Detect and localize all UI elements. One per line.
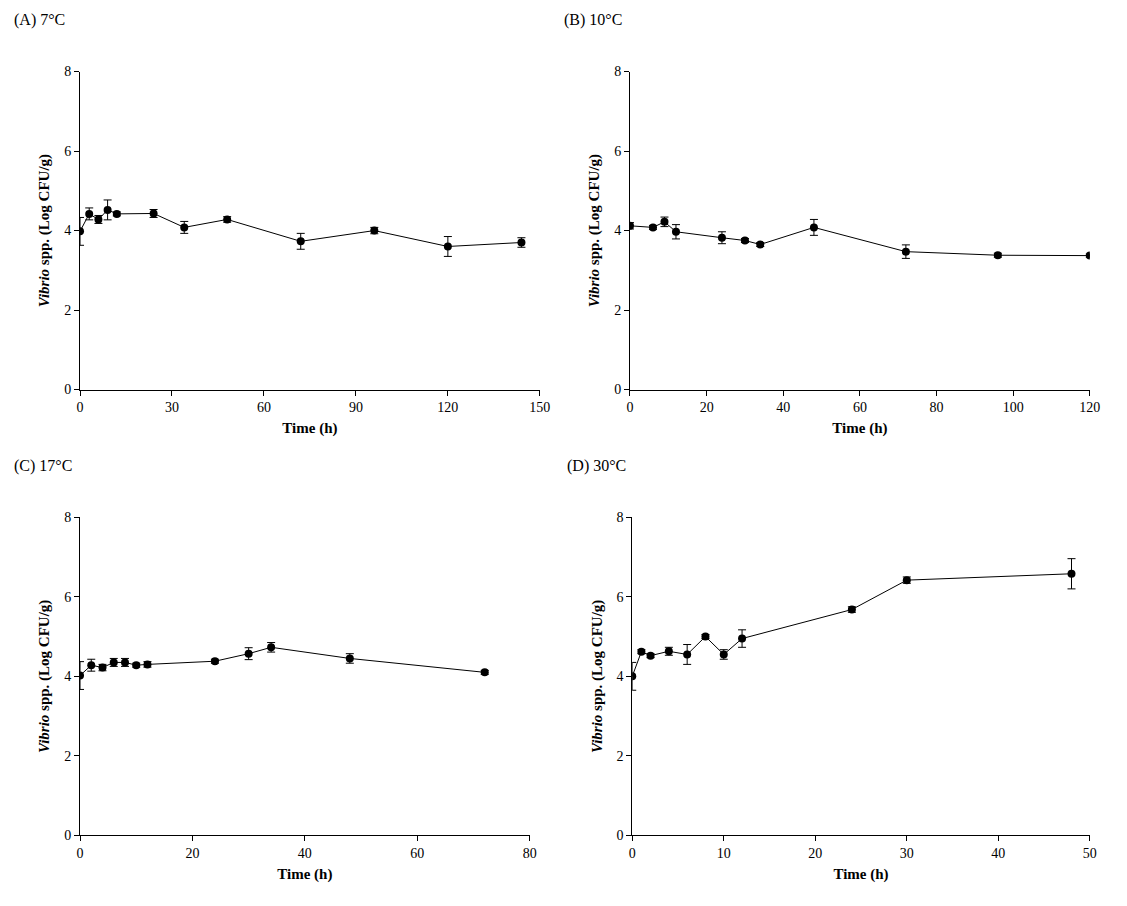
svg-text:30: 30 (165, 400, 179, 415)
svg-text:4: 4 (614, 223, 621, 238)
svg-text:20: 20 (700, 400, 714, 415)
svg-text:40: 40 (298, 846, 312, 861)
svg-text:0: 0 (614, 382, 621, 397)
svg-text:Time (h): Time (h) (277, 866, 332, 883)
svg-text:80: 80 (930, 400, 944, 415)
svg-text:0: 0 (616, 828, 623, 843)
svg-text:20: 20 (808, 846, 822, 861)
svg-text:Vibrio spp. (Log CFU/g): Vibrio spp. (Log CFU/g) (589, 600, 606, 753)
svg-text:10: 10 (717, 846, 731, 861)
svg-text:4: 4 (64, 223, 71, 238)
svg-text:60: 60 (853, 400, 867, 415)
svg-text:120: 120 (437, 400, 458, 415)
svg-text:Vibrio spp. (Log CFU/g): Vibrio spp. (Log CFU/g) (36, 600, 53, 753)
svg-text:Time (h): Time (h) (832, 420, 887, 437)
svg-text:120: 120 (1079, 400, 1100, 415)
svg-text:6: 6 (64, 590, 71, 605)
svg-text:40: 40 (776, 400, 790, 415)
svg-text:8: 8 (614, 64, 621, 79)
svg-text:Time (h): Time (h) (833, 866, 888, 883)
svg-text:6: 6 (614, 144, 621, 159)
svg-text:Vibrio spp. (Log CFU/g): Vibrio spp. (Log CFU/g) (36, 154, 53, 307)
svg-text:2: 2 (616, 749, 623, 764)
svg-text:(B) 10°C: (B) 10°C (564, 11, 622, 29)
svg-text:20: 20 (185, 846, 199, 861)
svg-text:40: 40 (991, 846, 1005, 861)
svg-text:4: 4 (616, 669, 623, 684)
svg-text:(A) 7°C: (A) 7°C (14, 11, 65, 29)
svg-text:4: 4 (64, 669, 71, 684)
svg-text:50: 50 (1083, 846, 1097, 861)
svg-text:Vibrio spp. (Log CFU/g): Vibrio spp. (Log CFU/g) (586, 154, 603, 307)
svg-text:30: 30 (900, 846, 914, 861)
svg-text:0: 0 (64, 382, 71, 397)
svg-text:2: 2 (64, 303, 71, 318)
svg-text:90: 90 (349, 400, 363, 415)
svg-text:0: 0 (626, 400, 633, 415)
svg-text:0: 0 (77, 400, 84, 415)
svg-text:60: 60 (257, 400, 271, 415)
svg-text:(D) 30°C: (D) 30°C (567, 457, 626, 475)
svg-text:(C) 17°C: (C) 17°C (14, 457, 72, 475)
svg-text:60: 60 (410, 846, 424, 861)
svg-text:150: 150 (529, 400, 550, 415)
svg-text:0: 0 (64, 828, 71, 843)
svg-text:2: 2 (614, 303, 621, 318)
svg-text:Time (h): Time (h) (282, 420, 337, 437)
svg-text:8: 8 (64, 64, 71, 79)
svg-text:100: 100 (1003, 400, 1024, 415)
svg-text:6: 6 (64, 144, 71, 159)
svg-text:2: 2 (64, 749, 71, 764)
svg-text:0: 0 (77, 846, 84, 861)
svg-text:0: 0 (629, 846, 636, 861)
svg-text:6: 6 (616, 590, 623, 605)
svg-text:8: 8 (64, 510, 71, 525)
svg-text:8: 8 (616, 510, 623, 525)
svg-text:80: 80 (523, 846, 537, 861)
